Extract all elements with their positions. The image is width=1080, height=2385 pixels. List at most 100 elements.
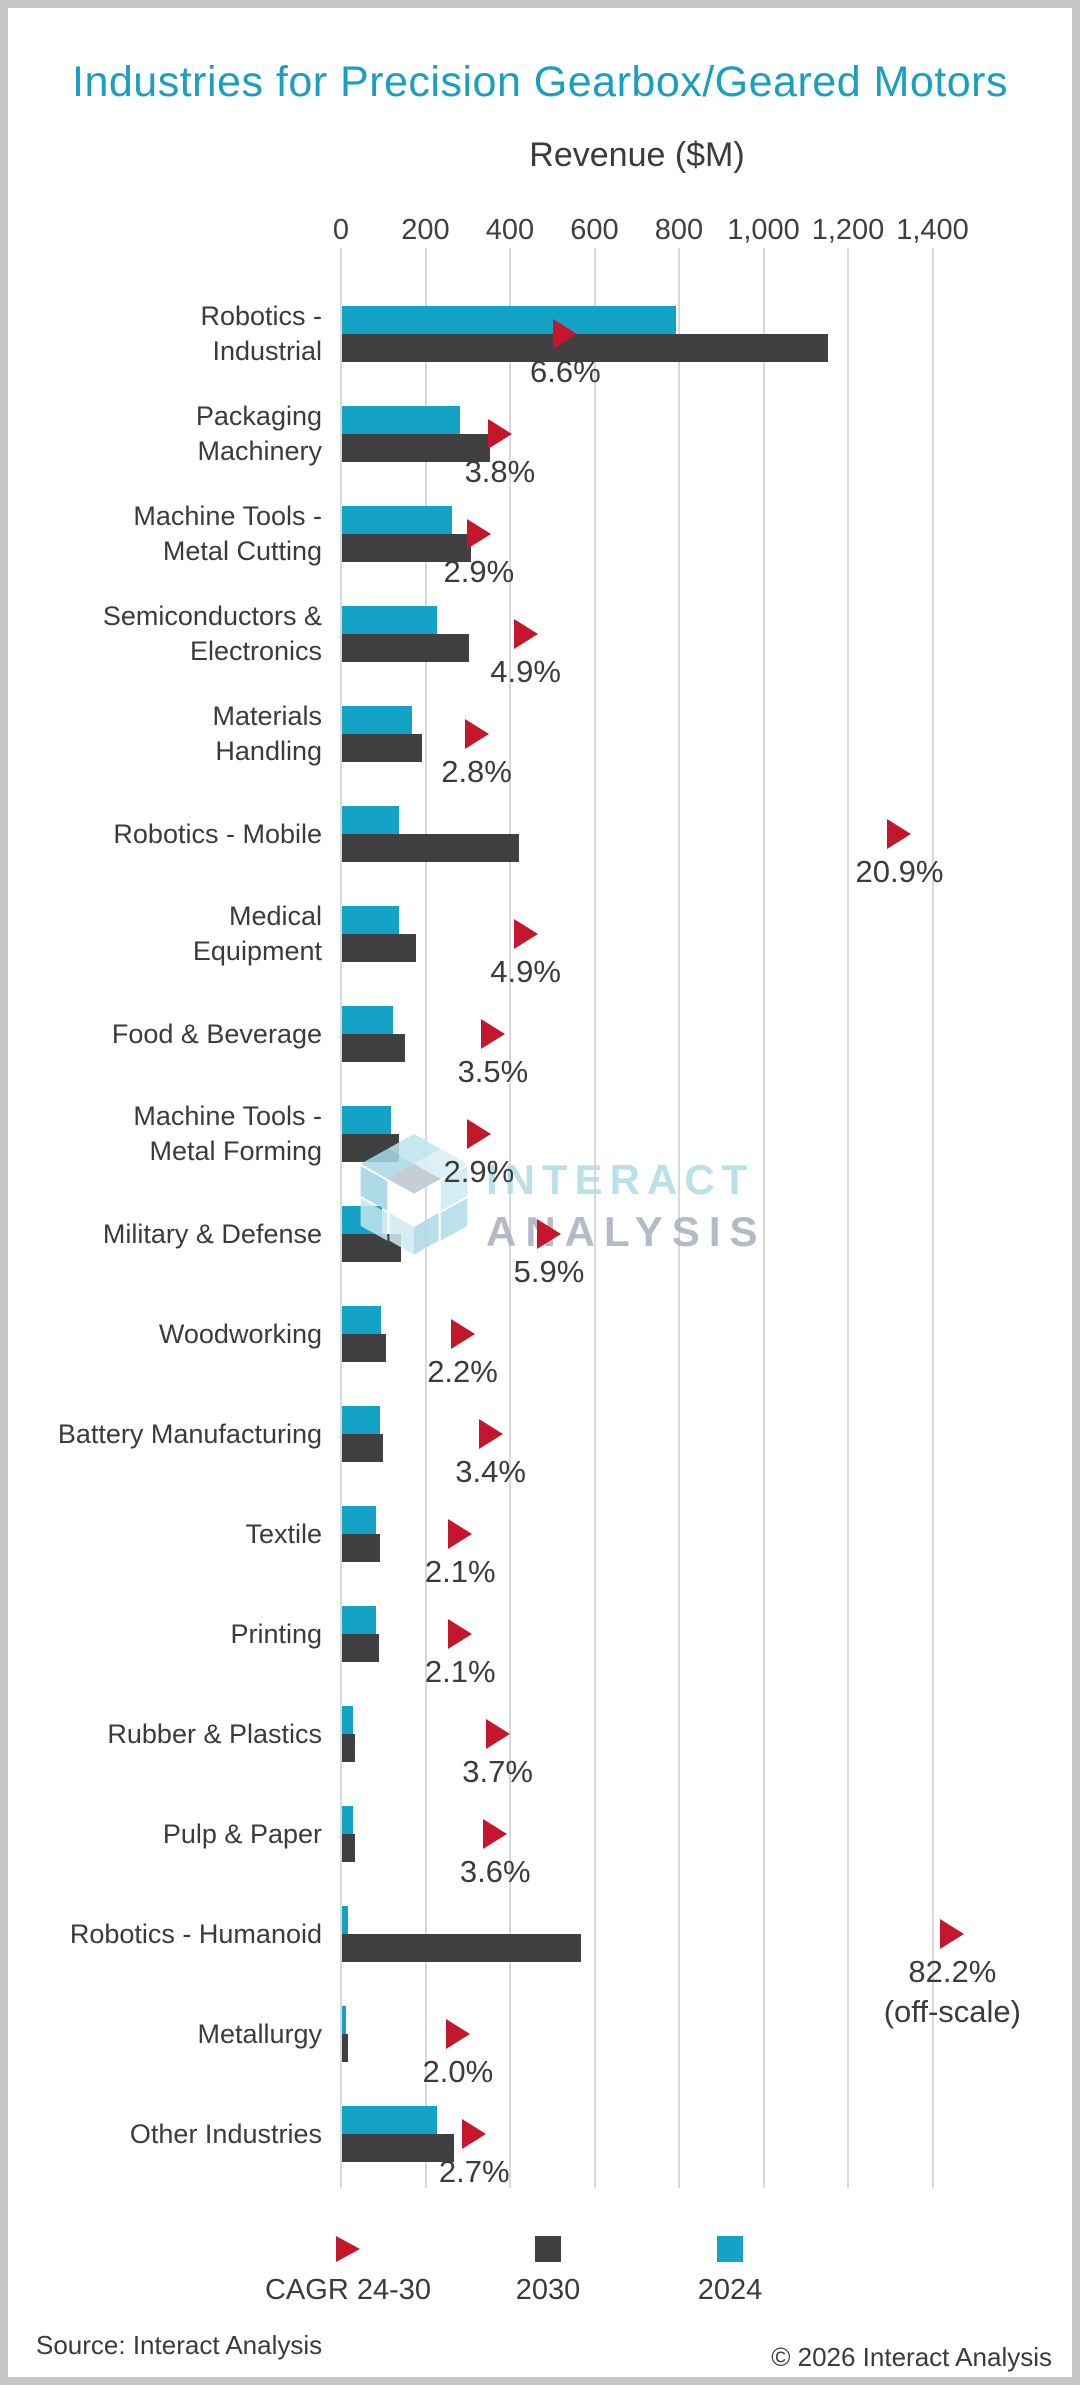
cagr-value-label: 2.2% [427, 1354, 498, 1389]
category-label: Printing [230, 1618, 322, 1649]
x-tick-label: 600 [570, 214, 619, 246]
category-label: Robotics - Mobile [113, 818, 322, 849]
bar-2030 [342, 1534, 381, 1562]
bar-2030 [342, 1834, 355, 1862]
category-label: Battery Manufacturing [57, 1418, 322, 1449]
category-label: Medical Equipment [192, 901, 322, 966]
category-label: Textile [245, 1518, 322, 1549]
bar-2024 [342, 1106, 391, 1134]
cagr-marker-icon [487, 419, 512, 449]
cagr-marker-icon [478, 1419, 503, 1449]
bar-2024 [342, 1506, 376, 1534]
off-scale-note: (off-scale) [883, 1994, 1021, 2029]
category-label: Rubber & Plastics [107, 1718, 322, 1749]
cagr-marker-icon [448, 1519, 473, 1549]
gridline [762, 248, 765, 2188]
bar-2024 [342, 306, 676, 334]
bar-2024 [342, 1606, 376, 1634]
category-label: Robotics - Industrial [200, 301, 322, 366]
cagr-value-label: 3.4% [455, 1454, 526, 1489]
cagr-marker-icon [940, 1919, 965, 1949]
category-label: Semiconductors & Electronics [102, 601, 322, 666]
cagr-marker-icon [887, 819, 912, 849]
cagr-marker-icon [483, 1819, 508, 1849]
bar-2030 [342, 334, 828, 362]
category-label: Food & Beverage [111, 1018, 322, 1049]
cagr-value-label: 3.5% [457, 1054, 529, 1089]
cagr-value-label: 2.8% [441, 754, 512, 789]
category-label: Military & Defense [102, 1218, 322, 1249]
gridline [424, 248, 427, 2188]
cagr-marker-icon [464, 719, 489, 749]
bar-2024 [342, 2106, 438, 2134]
series-2030-swatch-icon [535, 2236, 561, 2262]
cagr-value-label: 3.8% [464, 454, 536, 489]
bar-2024 [342, 1706, 353, 1734]
x-tick-label: 0 [332, 214, 350, 246]
cagr-marker-icon [445, 2019, 470, 2049]
cagr-marker-icon [466, 1119, 491, 1149]
bar-2030 [342, 434, 490, 462]
category-label: Robotics - Humanoid [69, 1918, 322, 1949]
cagr-marker-icon [553, 319, 578, 349]
gridline [678, 248, 680, 2188]
cagr-value-label: 2.9% [443, 1154, 515, 1189]
bar-2030 [342, 1734, 355, 1762]
cagr-marker-icon [466, 519, 491, 549]
bar-2030 [342, 1634, 380, 1662]
bar-2024 [342, 906, 400, 934]
bar-2030 [342, 1334, 387, 1362]
bar-2024 [342, 2006, 347, 2034]
gridline [340, 248, 342, 2188]
gridline [931, 248, 934, 2188]
legend-label-2024: 2024 [697, 2274, 763, 2306]
category-label: Metallurgy [197, 2018, 322, 2049]
cagr-marker-icon [536, 1219, 561, 1249]
watermark-line1: INTERACT [486, 1156, 755, 1203]
copyright-note: © 2026 Interact Analysis [771, 2342, 1052, 2372]
bar-2024 [342, 606, 438, 634]
category-label: Pulp & Paper [162, 1818, 322, 1849]
category-label: Machine Tools - Metal Cutting [133, 501, 322, 566]
cagr-value-label: 3.6% [459, 1854, 531, 1889]
cagr-marker-icon [448, 1619, 473, 1649]
cagr-value-label: 2.9% [443, 554, 515, 589]
cagr-value-label: 5.9% [513, 1254, 585, 1289]
bar-2030 [342, 1934, 581, 1962]
bar-2030 [342, 1434, 383, 1462]
category-label: Woodworking [158, 1318, 322, 1349]
bar-2030 [342, 2134, 454, 2162]
category-label: Machine Tools - Metal Forming [133, 1101, 322, 1166]
gridline [847, 248, 849, 2188]
bar-2024 [342, 1306, 381, 1334]
bar-2024 [342, 1906, 349, 1934]
cagr-marker-icon [485, 1719, 510, 1749]
cagr-value-label: 2.1% [424, 1554, 496, 1589]
watermark-text: INTERACT ANALYSIS [486, 1134, 767, 1256]
cagr-value-label: 4.9% [490, 654, 561, 689]
cagr-marker-icon [480, 1019, 505, 1049]
cagr-value-label: 3.7% [462, 1754, 533, 1789]
bar-2030 [342, 2034, 349, 2062]
bar-2030 [342, 734, 423, 762]
watermark-line2: ANALYSIS [486, 1208, 767, 1255]
bar-2024 [342, 1006, 393, 1034]
series-2024-swatch-icon [717, 2236, 743, 2262]
legend-label-2030: 2030 [515, 2274, 581, 2306]
cagr-value-label: 6.6% [529, 354, 601, 389]
cagr-value-label: 2.1% [424, 1654, 496, 1689]
x-tick-label: 200 [401, 214, 450, 246]
chart-title: Industries for Precision Gearbox/Geared … [72, 58, 1008, 106]
bar-2030 [342, 1034, 406, 1062]
interact-analysis-logo-icon [360, 1134, 468, 1255]
bar-2024 [342, 706, 412, 734]
x-axis-title: Revenue ($M) [529, 136, 745, 174]
watermark: INTERACT ANALYSIS [360, 1134, 767, 1260]
bar-2030 [342, 534, 471, 562]
legend-item-2024: 2024 [630, 2236, 830, 2307]
bar-2030 [342, 634, 469, 662]
bar-2024 [342, 1406, 381, 1434]
cagr-value-label: 2.7% [438, 2154, 510, 2189]
legend-label-cagr: CAGR 24-30 [264, 2274, 431, 2306]
